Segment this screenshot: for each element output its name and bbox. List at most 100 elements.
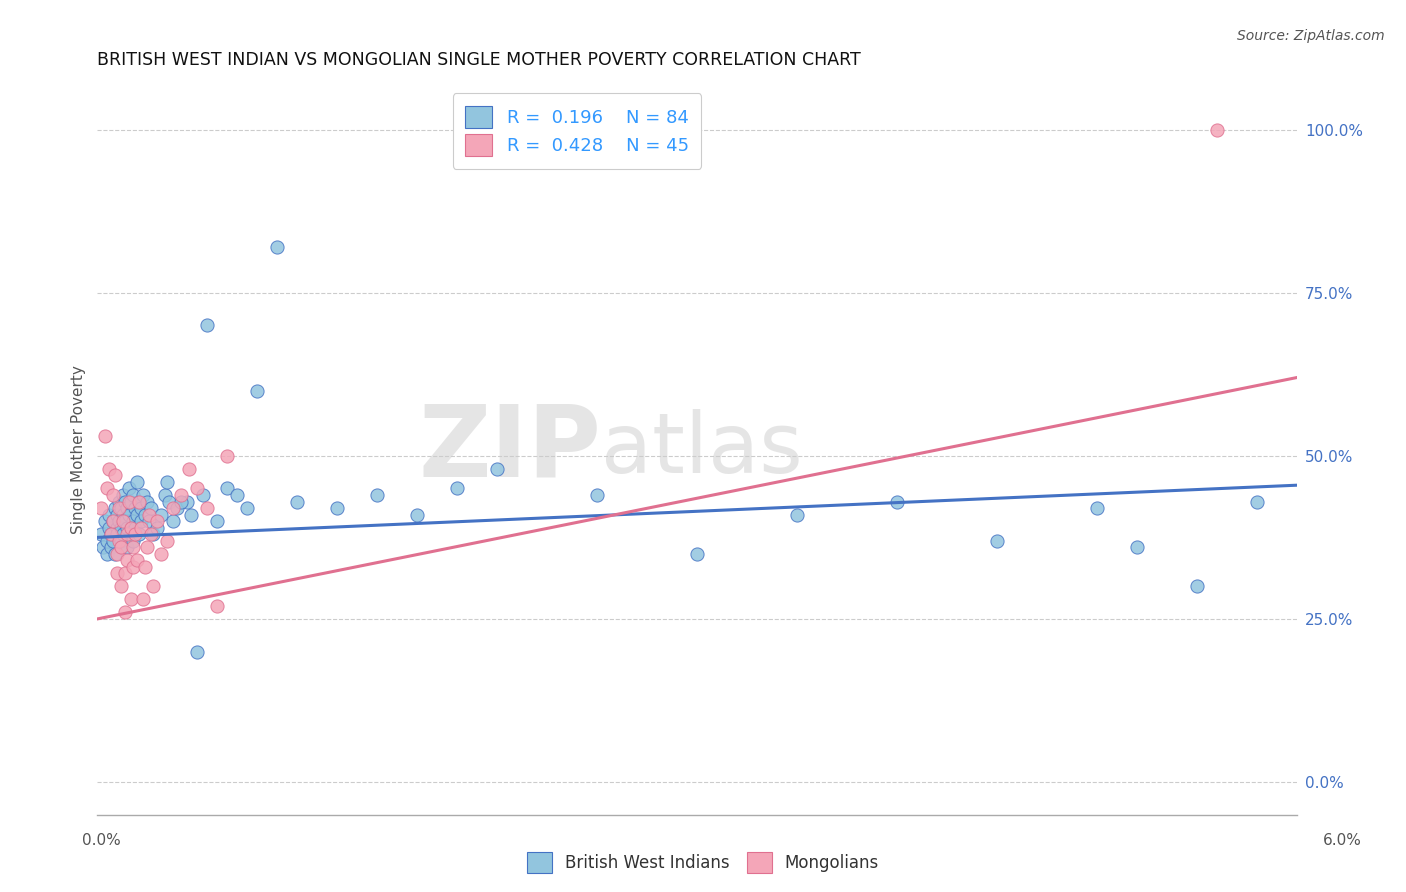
Point	[134, 559, 156, 574]
Point	[124, 501, 146, 516]
Point	[117, 527, 139, 541]
Point	[236, 501, 259, 516]
Point	[100, 527, 122, 541]
Point	[96, 533, 118, 548]
Point	[122, 559, 145, 574]
Point	[90, 501, 112, 516]
Point	[136, 494, 159, 508]
Point	[179, 462, 201, 476]
Point	[117, 501, 139, 516]
Point	[136, 540, 159, 554]
Point	[193, 488, 215, 502]
Point	[105, 508, 128, 522]
Point	[156, 533, 179, 548]
Point	[128, 494, 150, 508]
Point	[128, 527, 150, 541]
Point	[104, 547, 127, 561]
Point	[150, 508, 173, 522]
Point	[131, 514, 153, 528]
Point	[122, 514, 145, 528]
Legend: British West Indians, Mongolians: British West Indians, Mongolians	[520, 846, 886, 880]
Point	[122, 540, 145, 554]
Point	[108, 533, 131, 548]
Point	[156, 475, 179, 489]
Point	[180, 508, 202, 522]
Point	[1246, 494, 1268, 508]
Point	[94, 429, 117, 443]
Point	[103, 514, 125, 528]
Point	[122, 533, 145, 548]
Point	[285, 494, 308, 508]
Point	[110, 540, 132, 554]
Point	[117, 520, 139, 534]
Point	[112, 508, 135, 522]
Point	[131, 501, 153, 516]
Point	[110, 579, 132, 593]
Point	[132, 488, 155, 502]
Point	[90, 527, 112, 541]
Point	[118, 482, 141, 496]
Text: 0.0%: 0.0%	[82, 833, 121, 847]
Point	[120, 592, 142, 607]
Point	[105, 566, 128, 581]
Point	[110, 520, 132, 534]
Point	[132, 592, 155, 607]
Point	[141, 501, 163, 516]
Point	[1085, 501, 1108, 516]
Point	[186, 644, 208, 658]
Point	[96, 482, 118, 496]
Point	[105, 547, 128, 561]
Point	[176, 494, 198, 508]
Point	[127, 475, 149, 489]
Point	[366, 488, 388, 502]
Point	[1185, 579, 1208, 593]
Point	[117, 553, 139, 567]
Point	[406, 508, 429, 522]
Point	[155, 488, 177, 502]
Point	[446, 482, 468, 496]
Point	[266, 240, 288, 254]
Point	[100, 540, 122, 554]
Point	[142, 527, 165, 541]
Point	[110, 533, 132, 548]
Point	[100, 527, 122, 541]
Text: BRITISH WEST INDIAN VS MONGOLIAN SINGLE MOTHER POVERTY CORRELATION CHART: BRITISH WEST INDIAN VS MONGOLIAN SINGLE …	[97, 51, 860, 69]
Point	[170, 488, 193, 502]
Point	[118, 494, 141, 508]
Point	[207, 514, 229, 528]
Text: ZIP: ZIP	[418, 401, 600, 498]
Point	[246, 384, 269, 398]
Point	[1125, 540, 1147, 554]
Point	[104, 501, 127, 516]
Y-axis label: Single Mother Poverty: Single Mother Poverty	[72, 365, 86, 533]
Point	[114, 494, 136, 508]
Point	[326, 501, 349, 516]
Point	[127, 553, 149, 567]
Point	[217, 449, 239, 463]
Point	[131, 520, 153, 534]
Point	[786, 508, 808, 522]
Point	[108, 514, 131, 528]
Point	[127, 508, 149, 522]
Point	[986, 533, 1008, 548]
Point	[110, 501, 132, 516]
Point	[118, 508, 141, 522]
Point	[141, 527, 163, 541]
Point	[686, 547, 709, 561]
Point	[134, 508, 156, 522]
Point	[142, 579, 165, 593]
Point	[146, 520, 169, 534]
Point	[108, 494, 131, 508]
Point	[103, 514, 125, 528]
Point	[112, 527, 135, 541]
Text: 6.0%: 6.0%	[1323, 833, 1362, 847]
Point	[105, 527, 128, 541]
Point	[124, 520, 146, 534]
Point	[122, 488, 145, 502]
Legend: R =  0.196    N = 84, R =  0.428    N = 45: R = 0.196 N = 84, R = 0.428 N = 45	[453, 93, 702, 169]
Point	[114, 514, 136, 528]
Text: Source: ZipAtlas.com: Source: ZipAtlas.com	[1237, 29, 1385, 43]
Point	[108, 501, 131, 516]
Point	[195, 318, 218, 333]
Point	[117, 540, 139, 554]
